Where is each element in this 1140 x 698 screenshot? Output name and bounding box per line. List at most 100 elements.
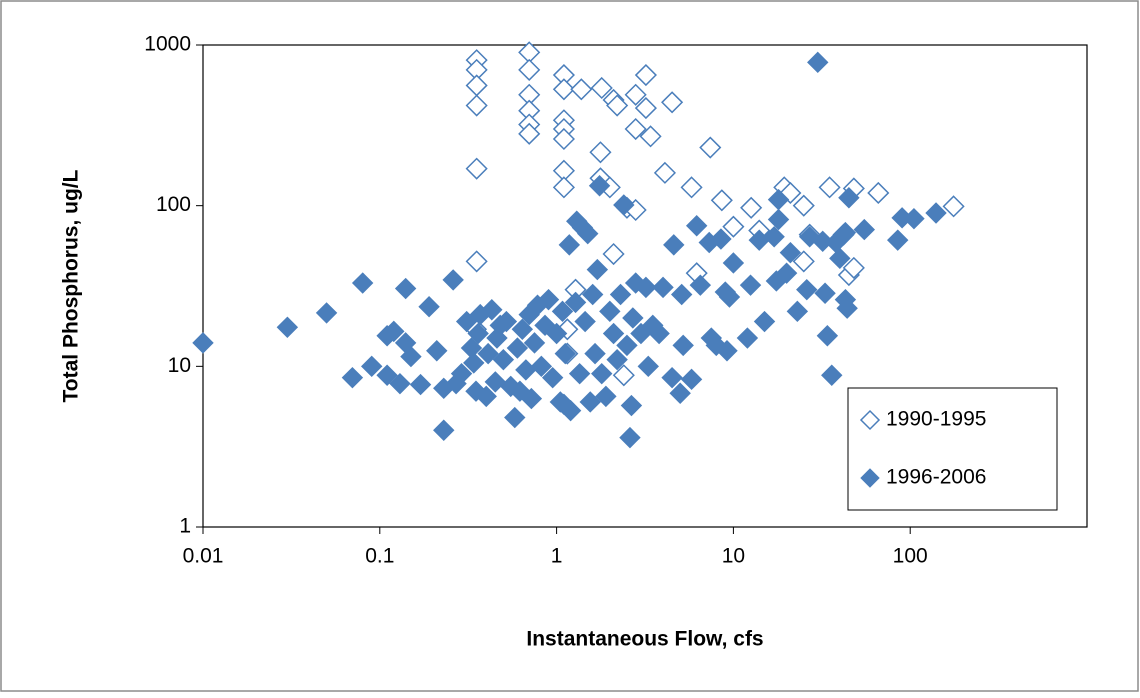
point	[722, 215, 745, 238]
point	[465, 250, 488, 273]
point	[511, 318, 534, 341]
point	[612, 364, 635, 387]
point	[400, 345, 422, 368]
y-tick-label: 1	[179, 515, 191, 538]
point	[383, 320, 405, 343]
point	[599, 300, 621, 323]
point	[564, 291, 587, 314]
point	[829, 247, 851, 270]
point	[495, 310, 518, 333]
point	[722, 252, 745, 274]
point	[635, 276, 657, 299]
point	[821, 364, 843, 386]
point	[394, 277, 417, 300]
point	[465, 94, 488, 117]
legend-label: 1996-2006	[886, 466, 986, 489]
point	[504, 406, 526, 429]
point	[506, 337, 529, 359]
point	[276, 316, 299, 338]
point	[680, 368, 703, 391]
point	[552, 78, 575, 101]
x-tick-label: 10	[722, 545, 745, 568]
point	[351, 272, 374, 294]
point	[853, 218, 876, 241]
point	[579, 391, 601, 413]
point	[812, 230, 834, 253]
point	[942, 195, 965, 218]
point	[481, 299, 503, 321]
point	[670, 283, 693, 306]
y-axis-title: Total Phosphorus, ug/L	[60, 169, 83, 402]
point	[786, 300, 809, 323]
point	[689, 274, 712, 296]
point	[807, 51, 829, 74]
point	[775, 262, 798, 284]
point	[584, 342, 606, 365]
point	[620, 394, 643, 417]
point	[838, 187, 860, 209]
y-tick-label: 10	[168, 354, 191, 377]
point	[753, 310, 776, 333]
point	[613, 194, 635, 216]
point	[552, 127, 575, 151]
point	[376, 364, 398, 386]
point	[467, 322, 489, 345]
point	[903, 207, 925, 230]
point	[867, 181, 890, 205]
point	[586, 258, 609, 281]
point	[792, 250, 815, 273]
point	[616, 334, 638, 357]
point	[588, 175, 611, 197]
point	[426, 340, 448, 362]
y-tick-label: 100	[156, 193, 191, 216]
point	[577, 222, 599, 245]
y-tick-label: 1000	[144, 33, 191, 56]
point	[710, 228, 732, 250]
point	[653, 161, 677, 184]
point	[418, 296, 440, 318]
point	[341, 366, 364, 389]
x-axis-title: Instantaneous Flow, cfs	[526, 628, 763, 651]
point	[710, 189, 733, 212]
point	[634, 63, 657, 87]
point	[716, 340, 738, 362]
point	[558, 234, 581, 256]
point	[609, 283, 632, 306]
point	[652, 276, 674, 299]
point	[315, 302, 338, 324]
point	[637, 355, 659, 378]
point	[463, 352, 485, 374]
x-tick-label: 1	[551, 545, 563, 568]
point	[537, 288, 560, 311]
point	[518, 58, 541, 81]
point	[389, 372, 411, 395]
legend	[847, 387, 1058, 511]
point	[442, 269, 464, 291]
point	[669, 382, 691, 404]
point	[590, 76, 613, 100]
point	[541, 366, 564, 389]
point	[834, 221, 857, 244]
point	[767, 188, 790, 211]
legend-label: 1990-1995	[886, 408, 986, 431]
point	[699, 136, 722, 159]
point	[570, 78, 593, 101]
plot-area	[202, 44, 1088, 528]
point	[554, 342, 577, 365]
x-tick-label: 0.01	[183, 545, 224, 568]
point	[192, 332, 214, 354]
point	[465, 157, 488, 180]
point	[818, 176, 841, 199]
point	[523, 332, 546, 354]
point	[450, 362, 473, 385]
x-tick-label: 0.1	[365, 545, 394, 568]
point	[639, 125, 662, 148]
point	[685, 215, 708, 237]
point	[622, 307, 644, 329]
point	[568, 362, 591, 385]
point	[814, 282, 836, 304]
point	[661, 91, 684, 114]
point	[816, 325, 839, 347]
point	[606, 348, 628, 371]
point	[606, 94, 629, 117]
